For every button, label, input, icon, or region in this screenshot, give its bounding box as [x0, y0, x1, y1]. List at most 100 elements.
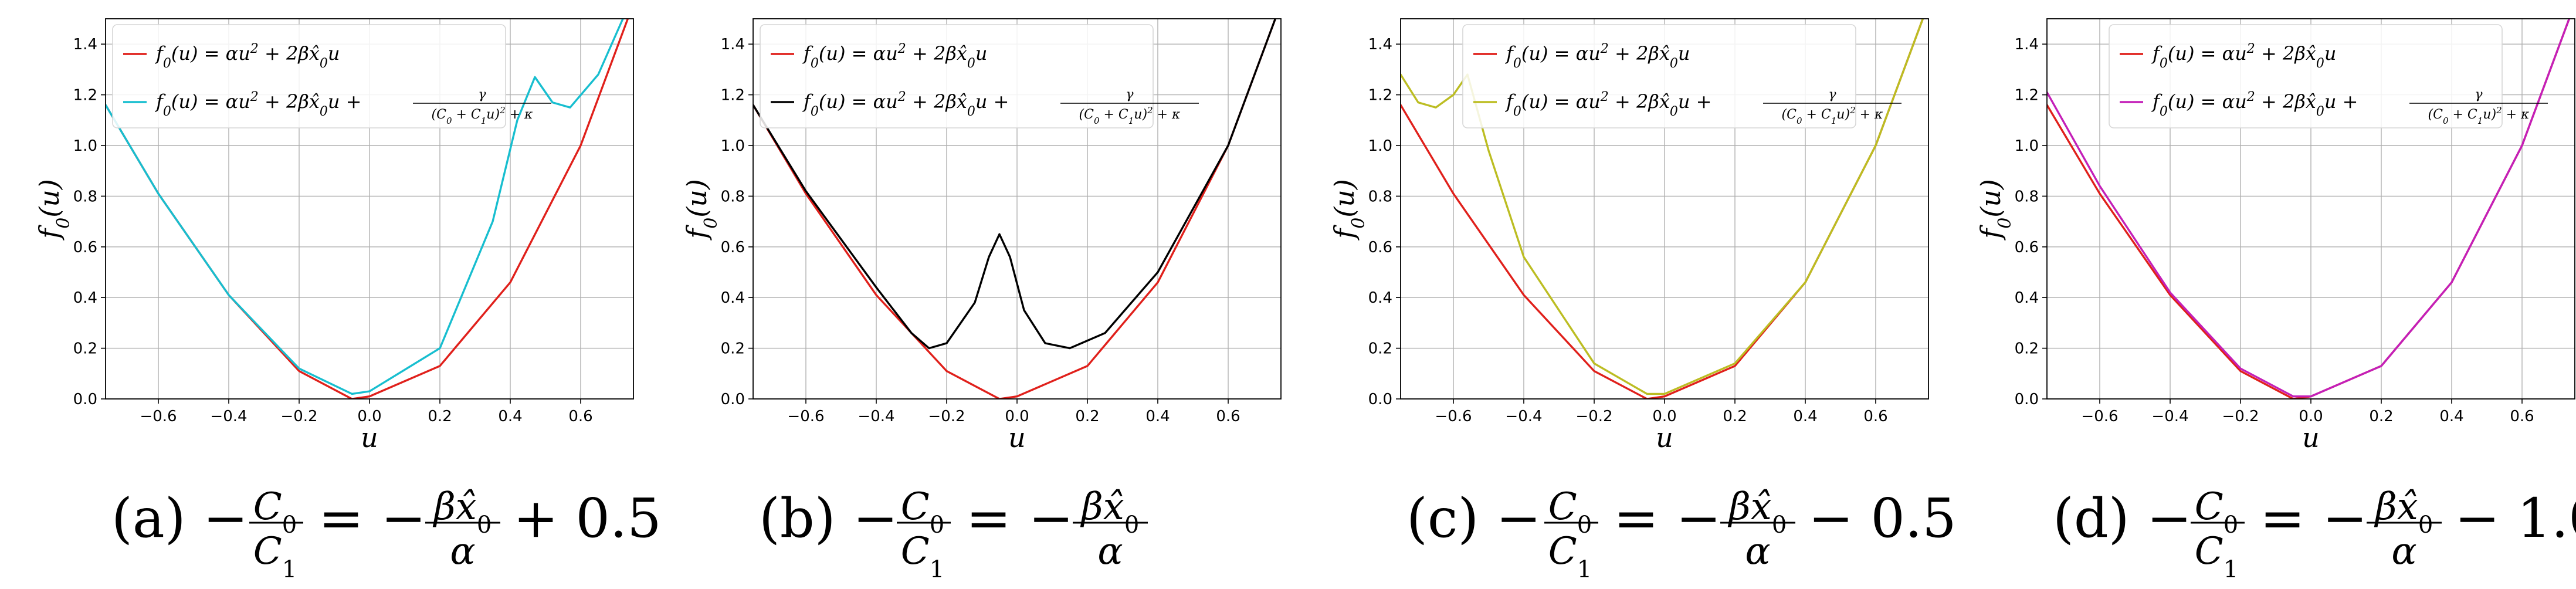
caption-equals: = −	[318, 487, 426, 550]
caption-label: (b) −	[759, 487, 898, 550]
y-tick-label: 1.2	[2015, 87, 2039, 104]
y-tick-label: 0.4	[1368, 289, 1392, 307]
legend-label: f0(u) = αu2 + 2βx̂0u +	[802, 90, 1009, 119]
x-tick-label: −0.4	[210, 408, 247, 425]
caption-frac-denominator: α	[1745, 530, 1770, 573]
y-tick-label: 0.4	[73, 289, 97, 307]
caption-frac-numerator: βx̂0	[1080, 485, 1140, 539]
y-tick-label: 0.6	[1368, 239, 1392, 256]
y-tick-label: 1.2	[73, 87, 97, 104]
y-tick-label: 1.0	[721, 137, 745, 155]
y-tick-label: 0.4	[721, 289, 745, 307]
legend-label: f0(u) = αu2 + 2βx̂0u	[1505, 42, 1690, 71]
legend-label: f0(u) = αu2 + 2βx̂0u	[802, 42, 987, 71]
caption-label: (a) −	[111, 487, 248, 550]
x-tick-label: 0.4	[1793, 408, 1817, 425]
x-axis-label: u	[1008, 422, 1026, 453]
legend: f0(u) = αu2 + 2βx̂0u f0(u) = αu2 + 2βx̂0u…	[1462, 24, 1902, 128]
chart-panel-c: −0.6 −0.4 −0.2 0.0 0.2 0.4 0.6 0.0 0.2 0.4 0.6 0.8 1…	[1328, 18, 1957, 583]
x-tick-label: 0.0	[1005, 408, 1029, 425]
chart-panel-a: −0.6 −0.4 −0.2 0.0 0.2 0.4 0.6 0.0 0.2 0.4 0.6 0.8 1…	[33, 18, 662, 583]
caption-frac-denominator: C1	[901, 530, 944, 583]
y-tick-label: 1.2	[721, 87, 745, 104]
y-tick-label: 0.0	[1368, 391, 1392, 408]
y-tick-label: 0.6	[73, 239, 97, 256]
x-tick-label: 0.0	[1652, 408, 1676, 425]
x-tick-label: −0.6	[787, 408, 824, 425]
chart-panel-d: −0.6 −0.4 −0.2 0.0 0.2 0.4 0.6 0.0 0.2 0.4 0.6 0.8 1…	[1975, 18, 2576, 583]
x-tick-label: 0.2	[428, 408, 452, 425]
x-tick-label: −0.6	[2081, 408, 2118, 425]
x-tick-label: −0.2	[1575, 408, 1612, 425]
caption-frac-denominator: α	[450, 530, 475, 573]
caption-frac-numerator: βx̂0	[433, 485, 492, 539]
y-axis-label: f0(u)	[33, 179, 74, 241]
x-axis-label: u	[361, 422, 378, 453]
y-tick-label: 1.2	[1368, 87, 1392, 104]
legend-frac-denominator: (C0 + C1u)2 + κ	[1782, 105, 1884, 126]
x-tick-label: 0.6	[1863, 408, 1887, 425]
x-tick-label: 0.4	[2439, 408, 2463, 425]
caption-equals: = −	[1614, 487, 1721, 550]
legend-frac-denominator: (C0 + C1u)2 + κ	[2428, 105, 2530, 126]
legend-box	[760, 24, 1154, 128]
legend-frac-denominator: (C0 + C1u)2 + κ	[432, 105, 534, 126]
legend-box	[112, 24, 506, 128]
y-tick-label: 0.2	[1368, 340, 1392, 358]
y-tick-label: 1.0	[1368, 137, 1392, 155]
caption-frac-numerator: βx̂0	[1728, 485, 1787, 539]
caption-equals: = −	[966, 487, 1073, 550]
y-tick-label: 1.0	[73, 137, 97, 155]
caption-frac-numerator: C0	[253, 485, 297, 539]
x-tick-label: 0.4	[1145, 408, 1170, 425]
legend-box	[1462, 24, 1856, 128]
caption-offset: + 0.5	[513, 487, 662, 550]
y-axis-label: f0(u)	[681, 179, 721, 241]
x-axis-label: u	[1656, 422, 1673, 453]
caption-frac-denominator: α	[1097, 530, 1123, 573]
y-tick-label: 0.8	[1368, 188, 1392, 205]
y-tick-label: 1.0	[2015, 137, 2039, 155]
x-tick-label: −0.2	[928, 408, 965, 425]
legend-label: f0(u) = αu2 + 2βx̂0u +	[155, 90, 361, 119]
y-tick-label: 0.0	[2015, 391, 2039, 408]
x-tick-label: −0.4	[1505, 408, 1542, 425]
legend-label: f0(u) = αu2 + 2βx̂0u +	[1505, 90, 1711, 119]
x-tick-label: 0.2	[1075, 408, 1099, 425]
legend-frac-numerator: γ	[478, 87, 486, 102]
y-tick-label: 0.4	[2015, 289, 2039, 307]
caption-offset: − 1.0	[2455, 487, 2576, 550]
y-tick-label: 0.6	[721, 239, 745, 256]
x-tick-label: 0.4	[498, 408, 522, 425]
caption-frac-denominator: C1	[1548, 530, 1592, 583]
legend-frac-numerator: γ	[2475, 87, 2483, 102]
x-axis-label: u	[2302, 422, 2320, 453]
legend-frac-denominator: (C0 + C1u)2 + κ	[1079, 105, 1181, 126]
series-line-1	[753, 19, 1277, 399]
caption-frac-numerator: C0	[901, 485, 944, 539]
caption-frac-denominator: C1	[253, 530, 297, 583]
y-tick-label: 1.4	[73, 36, 97, 53]
caption-label: (c) −	[1406, 487, 1541, 550]
chart-panel-b: −0.6 −0.4 −0.2 0.0 0.2 0.4 0.6 0.0 0.2 0.4 0.6 0.8 1…	[681, 18, 1282, 583]
x-tick-label: 0.2	[2369, 408, 2393, 425]
legend-box	[2109, 24, 2503, 128]
caption-frac-denominator: α	[2391, 530, 2416, 573]
x-tick-label: 0.2	[1723, 408, 1747, 425]
legend-frac-numerator: γ	[1828, 87, 1836, 102]
legend: f0(u) = αu2 + 2βx̂0u f0(u) = αu2 + 2βx̂0u…	[760, 24, 1199, 128]
x-tick-label: −0.2	[2222, 408, 2259, 425]
x-tick-label: 0.6	[568, 408, 592, 425]
x-tick-label: −0.4	[2151, 408, 2188, 425]
y-axis-label: f0(u)	[1328, 179, 1369, 241]
x-tick-label: −0.6	[140, 408, 177, 425]
legend-frac-numerator: γ	[1126, 87, 1134, 102]
legend-label: f0(u) = αu2 + 2βx̂0u	[2151, 42, 2336, 71]
